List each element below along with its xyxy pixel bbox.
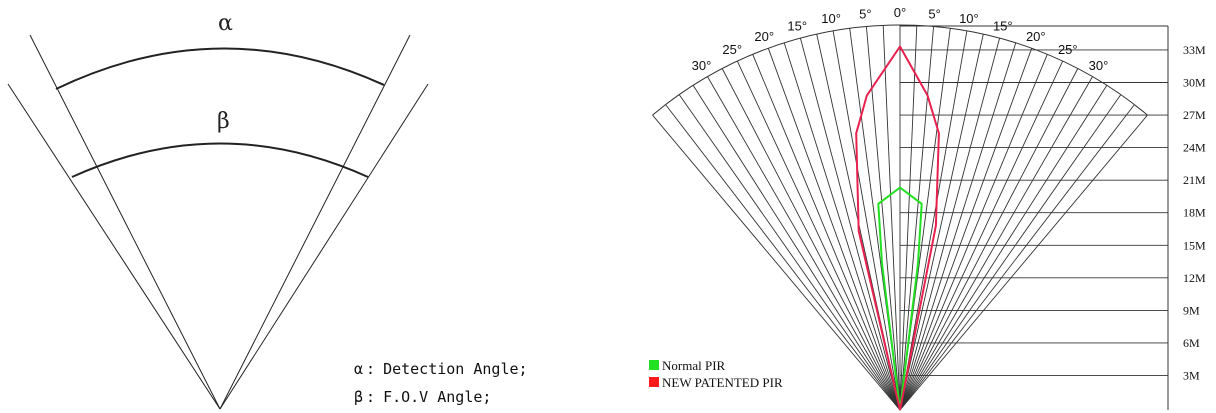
legend-label-patented: NEW PATENTED PIR: [662, 375, 783, 390]
fan-ray-30: [899, 94, 1122, 411]
fan-ray-12: [832, 30, 901, 411]
fan-ray-1: [665, 104, 901, 411]
fan-ray-24: [899, 48, 1033, 411]
distance-label-3M: 3M: [1183, 368, 1200, 382]
distance-label-30M: 30M: [1183, 76, 1206, 90]
fan-ray-25: [899, 54, 1048, 411]
angle-definition-diagram: α β α: Detection Angle; β: F.O.V Angle;: [7, 11, 528, 410]
alpha-boundary-right: [219, 34, 411, 410]
alpha-symbol: α: [218, 11, 233, 36]
fan-ray-4: [707, 76, 901, 411]
angle-labels: 30° 25° 20° 15° 10° 5° 0° 5° 10° 15° 20° 25° 30°: [692, 5, 1109, 73]
beta-arc: [71, 142, 369, 178]
fan-outer-arc: [652, 24, 1148, 116]
angle-label-4: 10°: [821, 11, 841, 26]
distance-labels: 33M 30M 27M 24M 21M 18M 15M 12M 9M 6M 3M: [1183, 43, 1206, 382]
angle-label-8: 10°: [959, 11, 979, 26]
fan-ray-2: [678, 94, 901, 411]
fan-ray-3: [692, 85, 901, 411]
angle-label-0: 30°: [692, 58, 712, 73]
legend-swatch-normal: [649, 360, 659, 370]
fan-ray-0: [652, 114, 901, 411]
right-legend: Normal PIR NEW PATENTED PIR: [649, 358, 783, 390]
distance-label-9M: 9M: [1183, 303, 1200, 317]
distance-label-12M: 12M: [1183, 271, 1206, 285]
beta-boundary-right: [219, 83, 429, 410]
distance-label-6M: 6M: [1183, 336, 1200, 350]
angle-label-10: 20°: [1026, 29, 1046, 44]
distance-gridlines: [900, 25, 1169, 410]
angle-label-9: 15°: [993, 19, 1013, 34]
angle-label-2: 20°: [754, 29, 774, 44]
fan-ray-26: [899, 60, 1064, 411]
series-new-patented-pir: [855, 45, 940, 411]
fan-ray-18: [899, 26, 935, 411]
fan-ray-29: [899, 85, 1108, 411]
fan-ray-31: [899, 104, 1135, 411]
left-legend-symbol-2: β: [354, 388, 363, 406]
left-legend-row-1: α: Detection Angle;: [354, 360, 528, 378]
fan-ray-23: [899, 42, 1017, 411]
fan-ray-6: [736, 60, 901, 411]
left-legend: α: Detection Angle; β: F.O.V Angle;: [354, 360, 528, 406]
fan-ray-15: [882, 25, 901, 411]
left-legend-text-1: Detection Angle;: [383, 360, 528, 378]
angle-label-5: 5°: [859, 7, 871, 22]
angle-label-7: 5°: [928, 7, 940, 22]
fan-ray-5: [721, 68, 901, 411]
left-legend-text-2: F.O.V Angle;: [383, 388, 491, 406]
fan-ray-28: [899, 76, 1093, 411]
fan-ray-7: [752, 54, 901, 411]
distance-label-21M: 21M: [1183, 173, 1206, 187]
fan-arc: [652, 24, 1148, 116]
legend-swatch-patented: [649, 377, 659, 387]
fan-ray-14: [865, 26, 901, 411]
left-legend-row-2: β: F.O.V Angle;: [354, 388, 491, 406]
fan-ray-21: [899, 34, 984, 411]
fan-ray-17: [899, 25, 918, 411]
fan-ray-22: [899, 37, 1001, 411]
fan-ray-8: [767, 48, 901, 411]
series-normal-pir: [877, 186, 923, 411]
distance-label-15M: 15M: [1183, 238, 1206, 252]
pir-coverage-chart: 30° 25° 20° 15° 10° 5° 0° 5° 10° 15° 20° 25° 30° 33M…: [649, 5, 1206, 411]
alpha-boundary-left: [29, 34, 221, 410]
left-legend-symbol-1: α: [354, 360, 363, 378]
alpha-arc: [55, 47, 385, 90]
distance-label-27M: 27M: [1183, 108, 1206, 122]
beta-symbol: β: [217, 109, 230, 134]
angle-label-12: 30°: [1089, 58, 1109, 73]
angle-label-11: 25°: [1058, 42, 1078, 57]
fan-ray-20: [899, 30, 968, 411]
distance-label-33M: 33M: [1183, 43, 1206, 57]
coverage-series: [855, 45, 940, 411]
beta-boundary-left: [7, 83, 221, 410]
distance-label-24M: 24M: [1183, 141, 1206, 155]
legend-label-normal: Normal PIR: [662, 358, 726, 373]
angle-label-1: 25°: [722, 42, 742, 57]
fan-ray-27: [899, 68, 1079, 411]
fan-ray-9: [783, 42, 901, 411]
angle-label-3: 15°: [787, 19, 807, 34]
fan-ray-10: [799, 37, 901, 411]
fan-ray-32: [899, 114, 1148, 411]
distance-label-18M: 18M: [1183, 206, 1206, 220]
angle-label-6: 0°: [894, 5, 906, 20]
